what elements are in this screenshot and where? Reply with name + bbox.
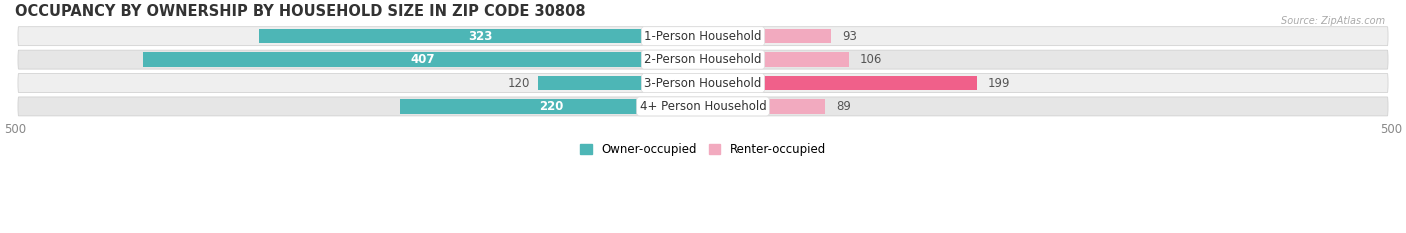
Text: 4+ Person Household: 4+ Person Household <box>640 100 766 113</box>
Text: 323: 323 <box>468 30 494 43</box>
FancyBboxPatch shape <box>18 97 1388 116</box>
Text: 1-Person Household: 1-Person Household <box>644 30 762 43</box>
Bar <box>401 99 703 114</box>
Text: 89: 89 <box>837 100 851 113</box>
Bar <box>703 29 831 44</box>
Bar <box>259 29 703 44</box>
FancyBboxPatch shape <box>18 50 1388 69</box>
Text: 106: 106 <box>860 53 882 66</box>
Bar <box>143 52 703 67</box>
Bar <box>538 76 703 90</box>
Text: 3-Person Household: 3-Person Household <box>644 76 762 89</box>
Bar <box>703 52 849 67</box>
Text: 93: 93 <box>842 30 856 43</box>
Bar <box>703 99 825 114</box>
Text: 220: 220 <box>540 100 564 113</box>
FancyBboxPatch shape <box>18 74 1388 93</box>
Text: 2-Person Household: 2-Person Household <box>644 53 762 66</box>
Text: 407: 407 <box>411 53 436 66</box>
Text: Source: ZipAtlas.com: Source: ZipAtlas.com <box>1281 16 1385 26</box>
Text: OCCUPANCY BY OWNERSHIP BY HOUSEHOLD SIZE IN ZIP CODE 30808: OCCUPANCY BY OWNERSHIP BY HOUSEHOLD SIZE… <box>15 4 586 19</box>
Text: 120: 120 <box>508 76 530 89</box>
Bar <box>703 76 977 90</box>
FancyBboxPatch shape <box>18 27 1388 46</box>
Text: 199: 199 <box>988 76 1011 89</box>
Legend: Owner-occupied, Renter-occupied: Owner-occupied, Renter-occupied <box>575 138 831 161</box>
